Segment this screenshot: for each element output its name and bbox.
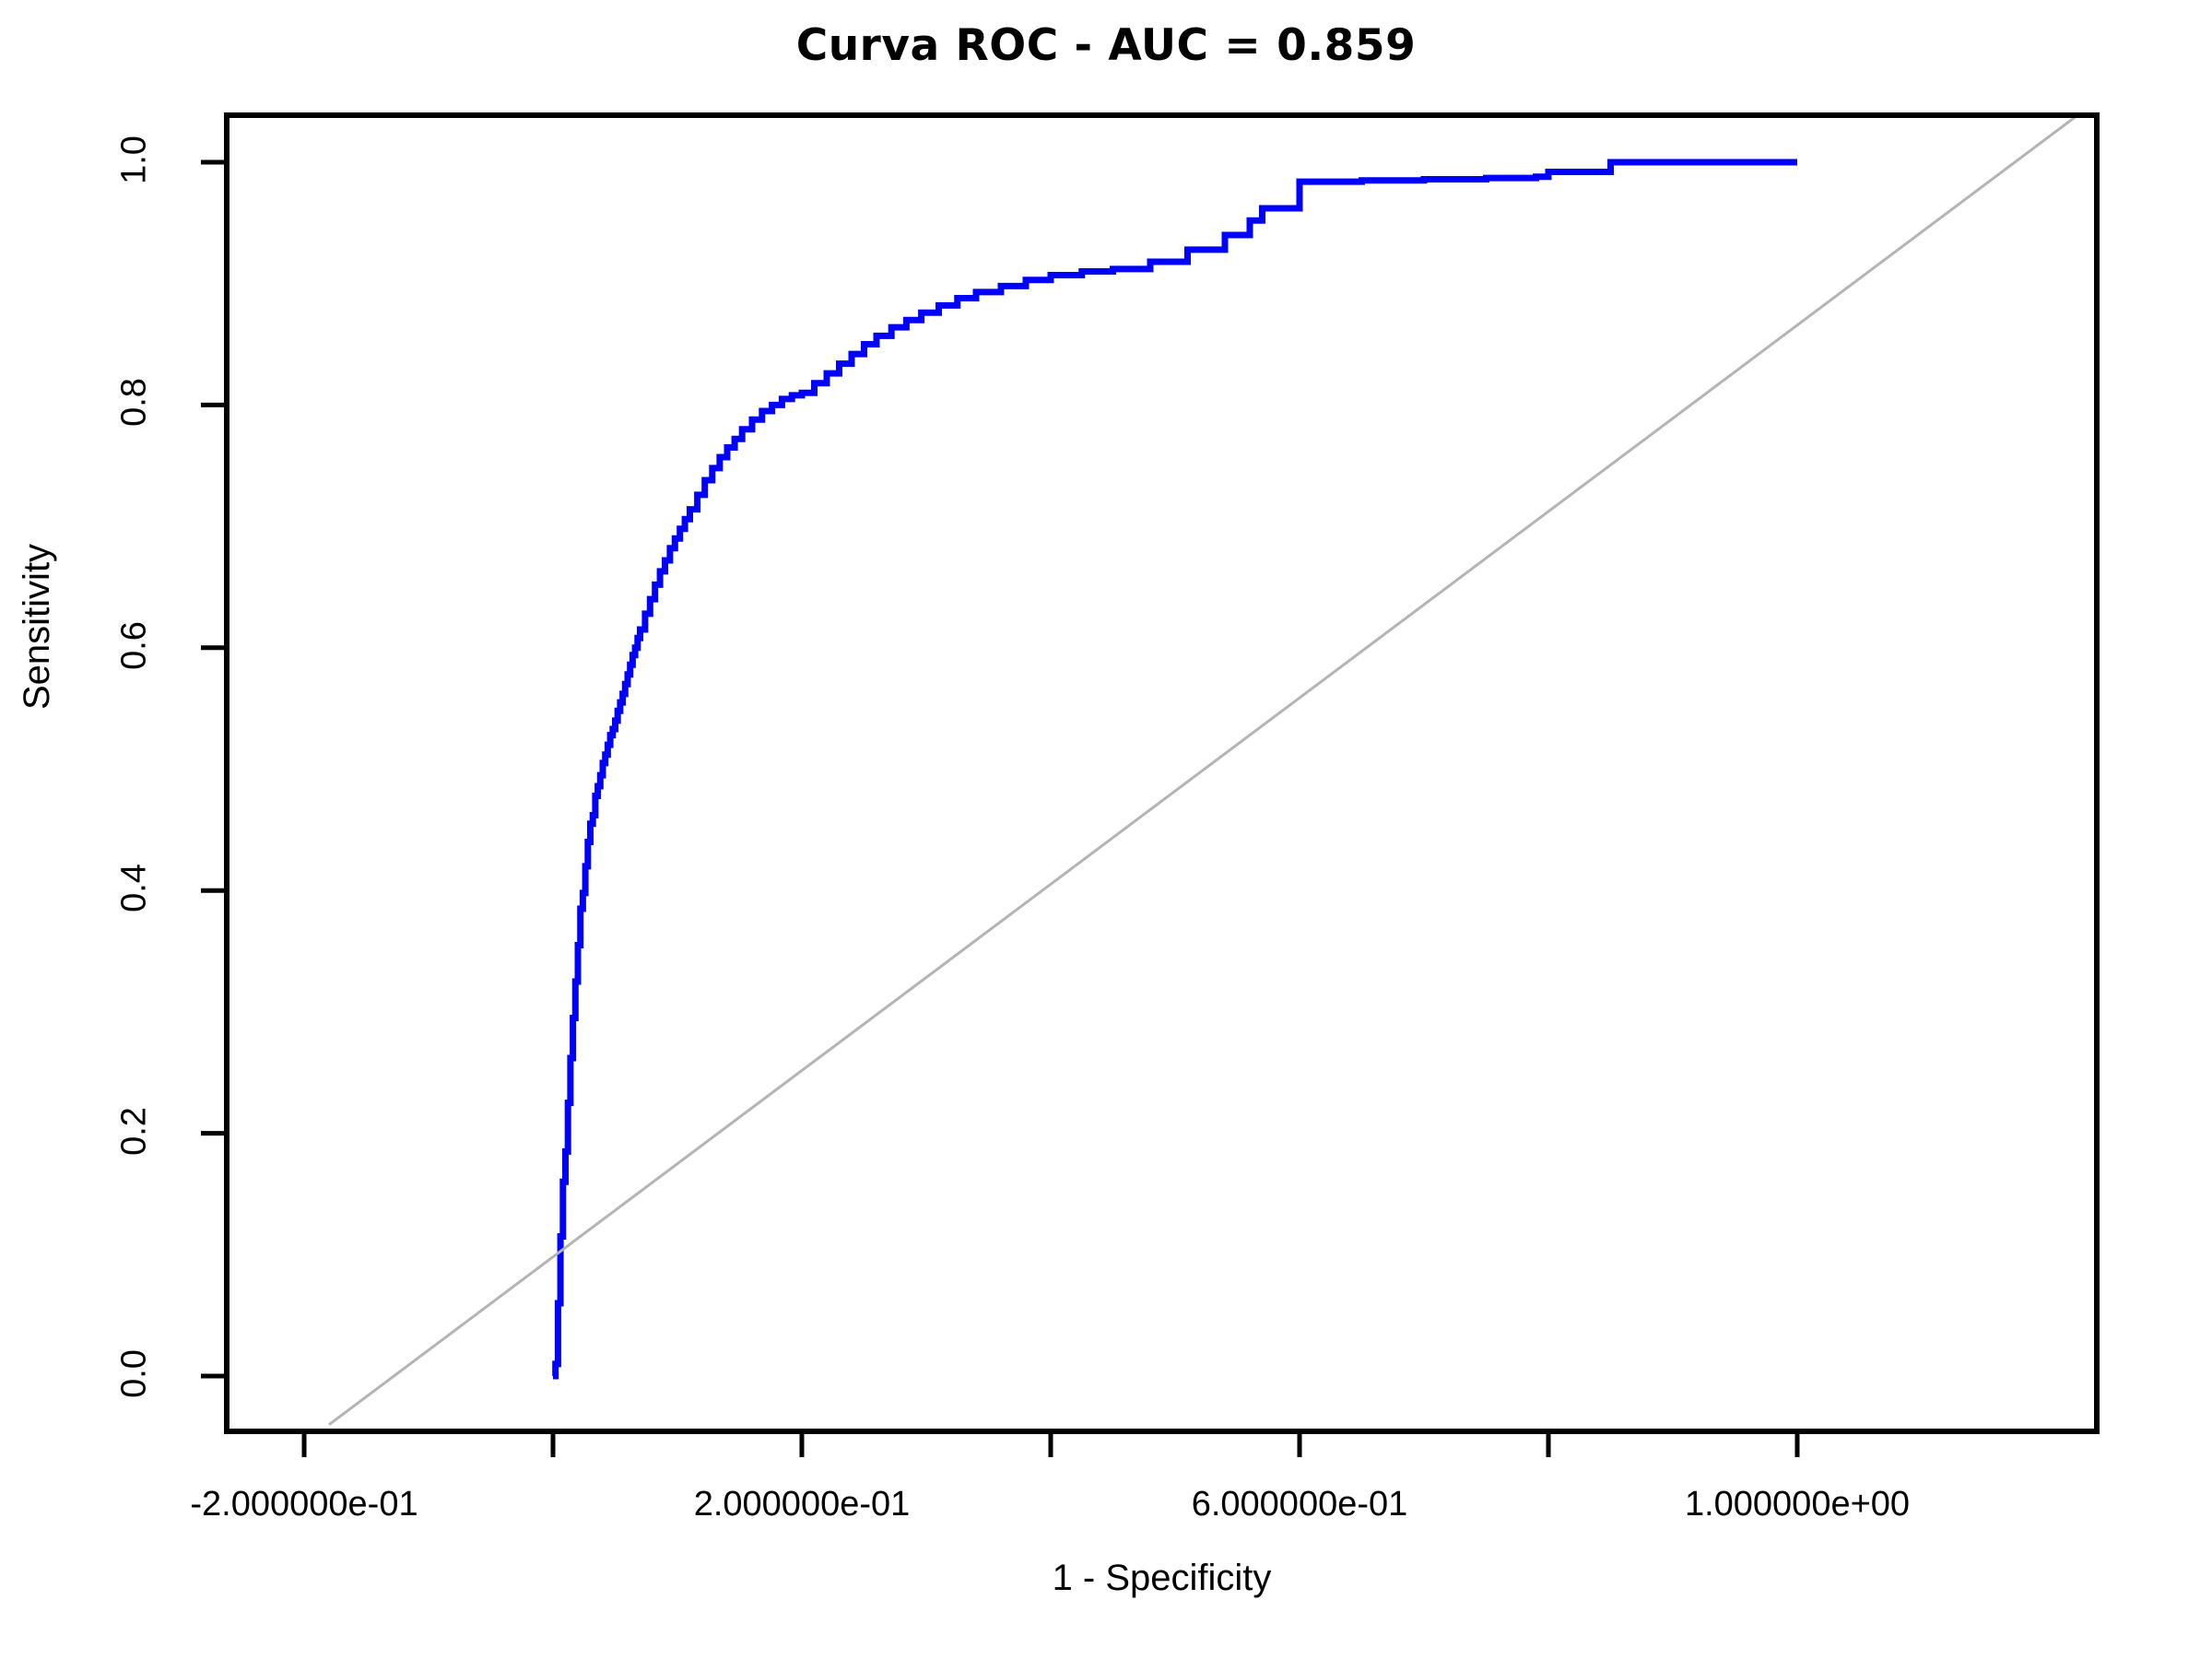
- x-axis-tick-label: -2.000000e-01: [190, 1485, 418, 1524]
- series-layer: [328, 115, 2080, 1426]
- x-axis-tick-label: 2.000000e-01: [693, 1485, 911, 1524]
- x-axis-tick-label: 6.000000e-01: [1191, 1485, 1408, 1524]
- page-title: Curva ROC - AUC = 0.859: [795, 20, 1417, 71]
- chance-diagonal-line: [328, 115, 2080, 1426]
- roc-curve-line: [552, 159, 1797, 1380]
- x-axis-tick-label: 1.000000e+00: [1684, 1485, 1911, 1524]
- plot-box-border: [224, 112, 2100, 1434]
- x-axis-title: 1 - Specificity: [1052, 1558, 1272, 1598]
